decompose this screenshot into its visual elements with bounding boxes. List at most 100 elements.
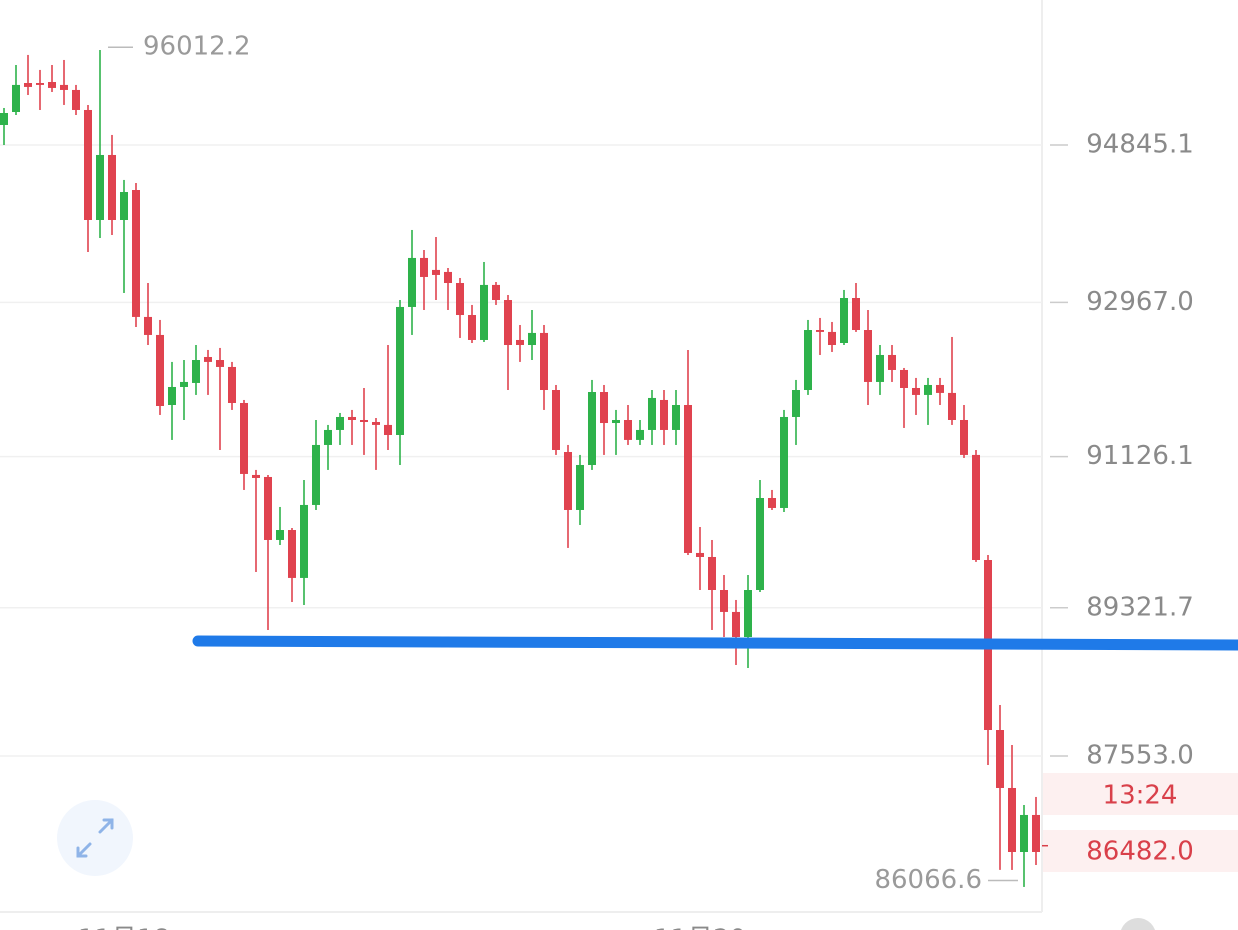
candle-body [588,392,596,465]
candle-body [432,269,440,275]
candle-body [324,429,332,445]
candle-body [168,386,176,405]
candle-body [60,84,68,90]
countdown-box [1042,773,1238,815]
candle-body [996,730,1004,788]
candle-body [156,334,164,407]
candle-body [636,429,644,440]
candle-body [672,404,680,430]
candle-body [120,192,128,220]
labels: 94845.1 92967.0 91126.1 89321.7 87553.0 11月18… [78,32,1194,930]
candle-body [552,390,560,450]
candle-body [792,390,800,417]
candle-body [396,306,404,435]
candle-body [624,419,632,440]
candle-body [288,530,296,578]
candle-body [696,552,704,557]
candle-body [768,498,776,508]
candle-body [192,360,200,383]
candle-body [0,113,8,125]
candle-body [852,298,860,331]
candle-body [960,419,968,455]
candle-body [216,360,224,367]
y-tick-label: 94845.1 [1086,130,1194,160]
candle-body [444,271,452,284]
candle-body [540,332,548,391]
candle-body [24,83,32,87]
candle-body [36,83,44,85]
candle-body [264,476,272,540]
candle-body [240,402,248,474]
candle-body [660,399,668,430]
candle-body [1032,814,1040,853]
candle-body [756,498,764,590]
candle-body [888,354,896,370]
x-tick-label: 11月18 [78,925,170,930]
candle-body [780,416,788,508]
candle-body [816,330,824,332]
candle-body [312,444,320,505]
candle-body [12,84,20,112]
candle-body [732,611,740,638]
candle-body [648,397,656,430]
settings-button[interactable] [1120,918,1156,930]
candle-body [336,416,344,430]
candle-body [480,284,488,340]
candle-body [300,504,308,578]
grid [0,144,1068,757]
candle-body [1020,814,1028,853]
candle-body [1008,787,1016,853]
last-price-label: 86482.0 [1086,837,1194,867]
candle-body [936,384,944,393]
candle-body [72,89,80,110]
candle-body [252,474,260,478]
candle-body [900,369,908,388]
candle-body [144,316,152,335]
candle-body [384,424,392,435]
candle-body [720,589,728,612]
candle-body [948,392,956,420]
candle-body [504,300,512,346]
low-label: 86066.6 [874,865,982,895]
candle-body [684,404,692,553]
expand-button[interactable] [57,800,133,876]
candle-body [348,416,356,420]
candle-body [276,530,284,540]
candle-body [108,154,116,220]
candle-body [408,257,416,307]
candle-body [576,464,584,510]
candle-body [708,556,716,590]
candle-body [876,354,884,382]
candle-body [600,392,608,424]
candle-body [204,356,212,362]
candle-body [828,331,836,346]
candle-body [564,452,572,510]
expand-icon[interactable] [76,818,114,858]
candle-body [804,330,812,391]
candle-body [492,284,500,301]
candle-body [924,384,932,395]
candle-body [456,283,464,316]
candle-body [96,154,104,220]
y-tick-label: 92967.0 [1086,287,1194,317]
candle-body [132,190,140,317]
candle-body [228,366,236,403]
candle-body [864,330,872,382]
expand-button-bg[interactable] [57,800,133,876]
candle-body [420,257,428,277]
candle-body [372,422,380,425]
candle-body [744,589,752,638]
candle-body [48,82,56,88]
y-tick-label: 89321.7 [1086,592,1194,622]
drawn-trend-line [192,635,1238,651]
candle-body [840,298,848,343]
candle-body [912,387,920,395]
y-tick-label: 87553.0 [1086,740,1194,770]
candle-body [612,419,620,424]
high-label: 96012.2 [143,32,251,62]
countdown: 13:24 [1103,781,1178,811]
candle-body [360,419,368,423]
candle-body [180,381,188,387]
candle-body [528,332,536,346]
